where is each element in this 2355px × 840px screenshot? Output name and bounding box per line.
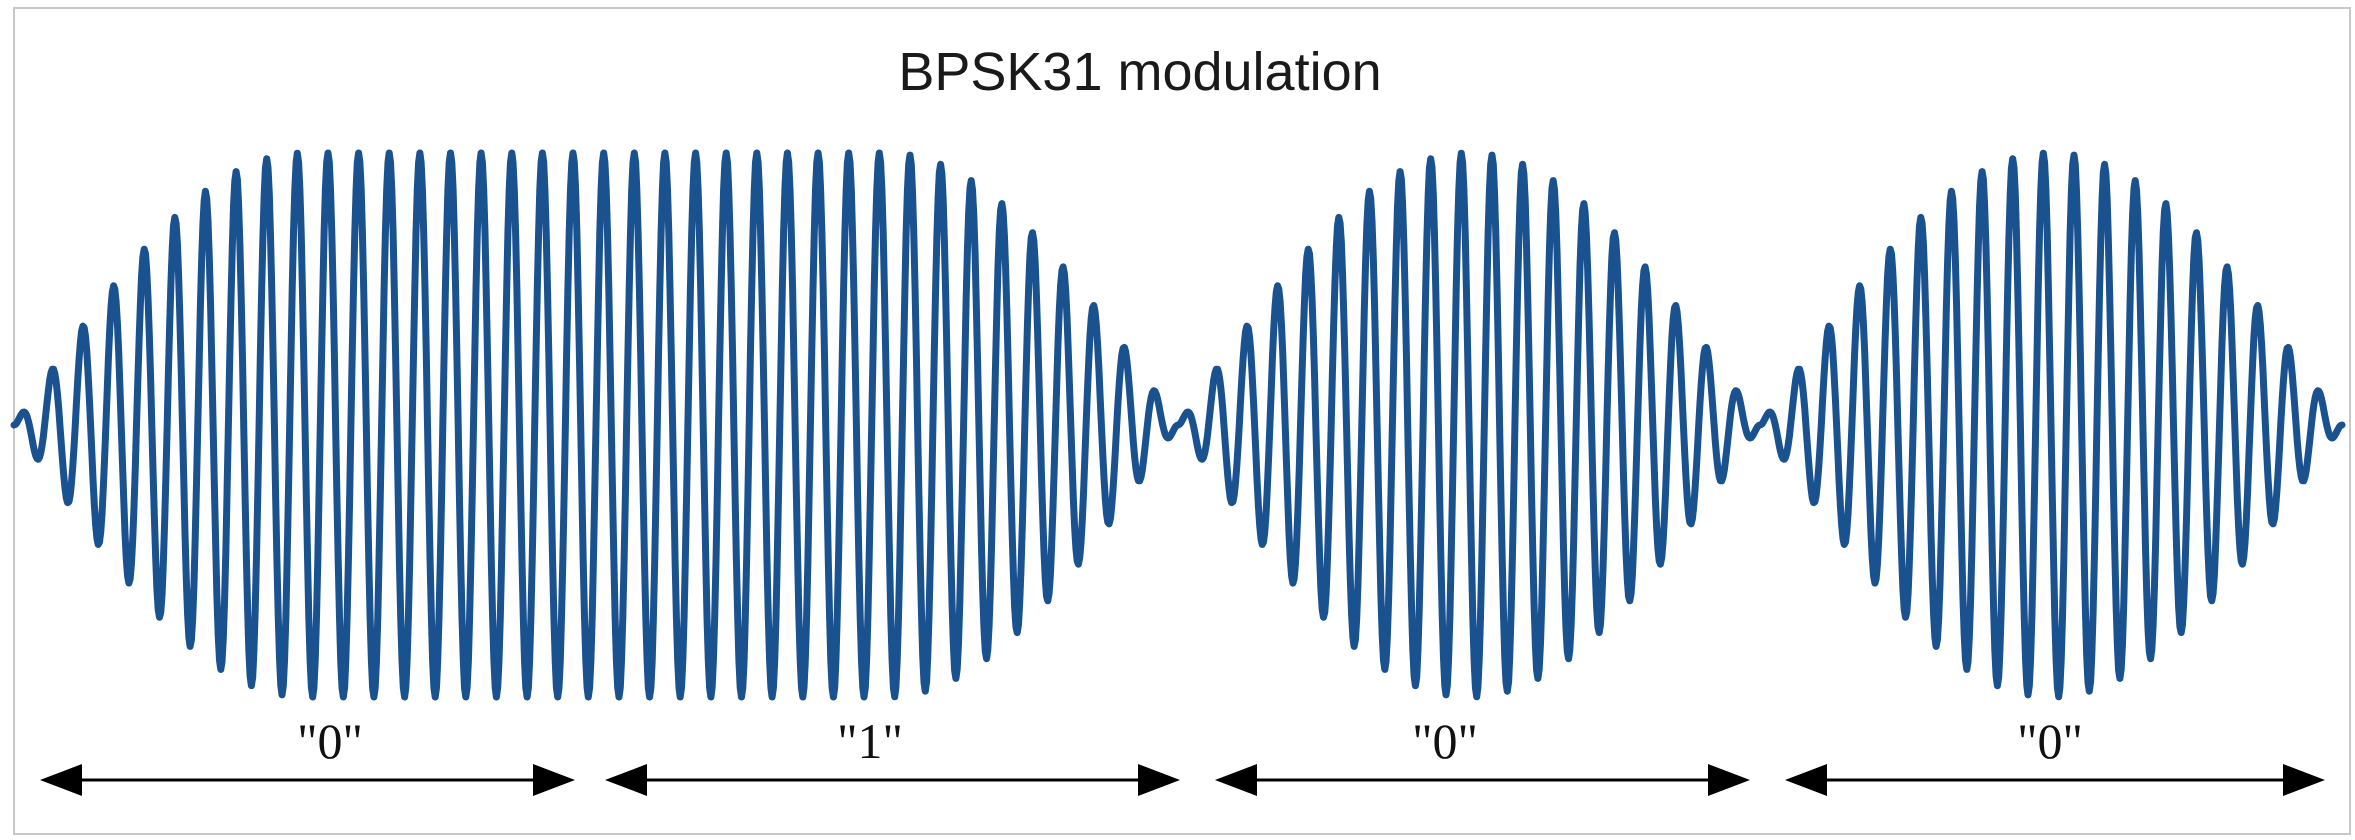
bit-span-3: "0" [1215,713,1750,796]
arrow-right-icon [2283,764,2325,796]
arrow-right-icon [1708,764,1750,796]
bit-label-2: "1" [837,713,903,769]
arrow-left-icon [1215,764,1257,796]
bit-span-1: "0" [40,713,575,796]
bit-spans: "0" "1" "0" "0" [40,713,2325,796]
bit-label-3: "0" [1412,713,1478,769]
arrow-left-icon [605,764,647,796]
arrow-right-icon [1138,764,1180,796]
figure-title: BPSK31 modulation [898,42,1381,102]
modulated-waveform [10,149,2346,701]
bit-label-4: "0" [2017,713,2083,769]
arrow-left-icon [40,764,82,796]
bit-span-4: "0" [1785,713,2325,796]
arrow-right-icon [533,764,575,796]
bit-span-2: "1" [605,713,1180,796]
bit-label-1: "0" [297,713,363,769]
arrow-left-icon [1785,764,1827,796]
